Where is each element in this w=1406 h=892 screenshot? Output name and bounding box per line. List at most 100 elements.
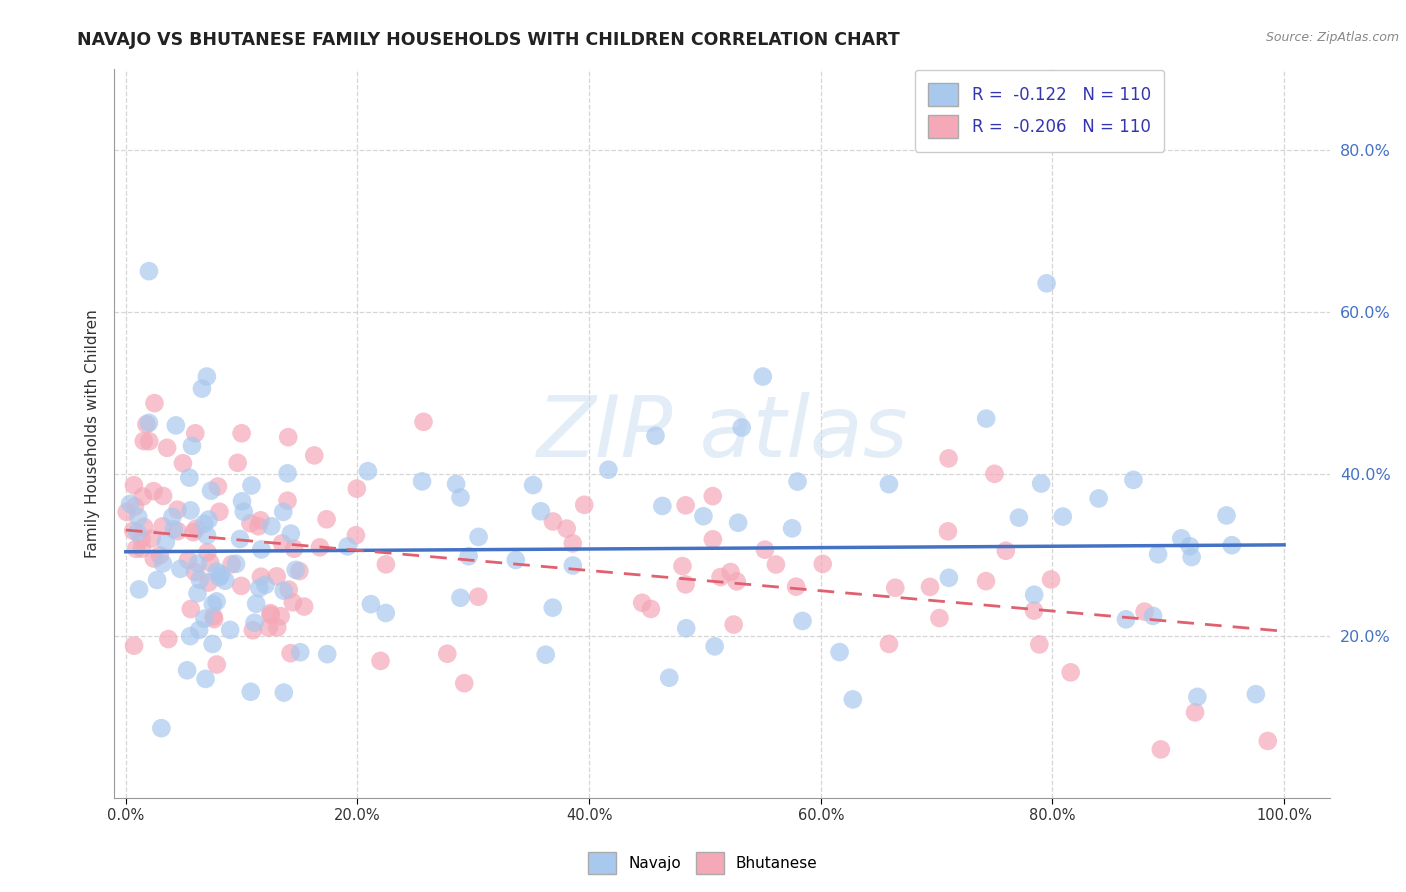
Point	[675, 621, 697, 635]
Point	[453, 676, 475, 690]
Point	[150, 721, 173, 735]
Point	[1178, 539, 1201, 553]
Point	[786, 475, 808, 489]
Point	[877, 477, 900, 491]
Point	[346, 482, 368, 496]
Point	[184, 565, 207, 579]
Point	[281, 595, 304, 609]
Point	[1181, 550, 1204, 565]
Text: ZIP atlas: ZIP atlas	[537, 392, 908, 475]
Point	[247, 519, 270, 533]
Point	[505, 553, 527, 567]
Point	[209, 567, 232, 582]
Point	[731, 420, 754, 434]
Point	[232, 505, 254, 519]
Point	[179, 470, 201, 484]
Point	[290, 645, 312, 659]
Point	[208, 505, 231, 519]
Point	[555, 522, 578, 536]
Point	[671, 559, 693, 574]
Point	[141, 532, 163, 546]
Point	[180, 602, 202, 616]
Point	[122, 524, 145, 538]
Point	[842, 692, 865, 706]
Point	[720, 565, 742, 579]
Point	[149, 549, 172, 563]
Point	[239, 685, 262, 699]
Point	[357, 464, 380, 478]
Point	[723, 617, 745, 632]
Point	[231, 579, 253, 593]
Point	[360, 597, 382, 611]
Point	[260, 608, 283, 623]
Point	[1024, 588, 1046, 602]
Point	[120, 497, 142, 511]
Point	[288, 564, 311, 578]
Point	[1031, 476, 1053, 491]
Point	[938, 571, 960, 585]
Point	[467, 590, 489, 604]
Point	[703, 640, 725, 654]
Point	[792, 614, 814, 628]
Point	[273, 583, 295, 598]
Point	[725, 574, 748, 589]
Point	[181, 439, 204, 453]
Point	[785, 580, 807, 594]
Point	[467, 530, 489, 544]
Point	[449, 591, 471, 605]
Point	[239, 516, 262, 531]
Point	[157, 632, 180, 646]
Point	[219, 623, 242, 637]
Text: Source: ZipAtlas.com: Source: ZipAtlas.com	[1265, 31, 1399, 45]
Point	[191, 382, 214, 396]
Point	[242, 624, 264, 638]
Point	[226, 456, 249, 470]
Point	[1028, 637, 1050, 651]
Point	[284, 563, 307, 577]
Point	[631, 596, 654, 610]
Point	[221, 557, 243, 571]
Point	[315, 512, 337, 526]
Point	[702, 533, 724, 547]
Point	[780, 521, 803, 535]
Point	[254, 578, 277, 592]
Point	[280, 646, 302, 660]
Point	[1244, 687, 1267, 701]
Point	[412, 415, 434, 429]
Point	[675, 499, 697, 513]
Point	[194, 672, 217, 686]
Point	[231, 494, 253, 508]
Point	[936, 524, 959, 539]
Point	[765, 558, 787, 572]
Point	[243, 615, 266, 630]
Point	[138, 416, 160, 430]
Point	[983, 467, 1005, 481]
Point	[195, 528, 218, 542]
Point	[266, 569, 288, 583]
Point	[197, 512, 219, 526]
Point	[142, 551, 165, 566]
Point	[205, 565, 228, 579]
Point	[124, 500, 146, 514]
Point	[132, 434, 155, 448]
Point	[249, 513, 271, 527]
Point	[193, 612, 215, 626]
Point	[179, 503, 201, 517]
Point	[271, 536, 294, 550]
Point	[1133, 605, 1156, 619]
Point	[260, 519, 283, 533]
Point	[280, 526, 302, 541]
Point	[200, 483, 222, 498]
Point	[336, 540, 359, 554]
Point	[1059, 665, 1081, 680]
Point	[122, 478, 145, 492]
Point	[411, 475, 433, 489]
Point	[250, 542, 273, 557]
Point	[257, 621, 280, 635]
Point	[142, 484, 165, 499]
Point	[214, 574, 236, 588]
Point	[994, 543, 1017, 558]
Point	[828, 645, 851, 659]
Point	[651, 499, 673, 513]
Point	[146, 573, 169, 587]
